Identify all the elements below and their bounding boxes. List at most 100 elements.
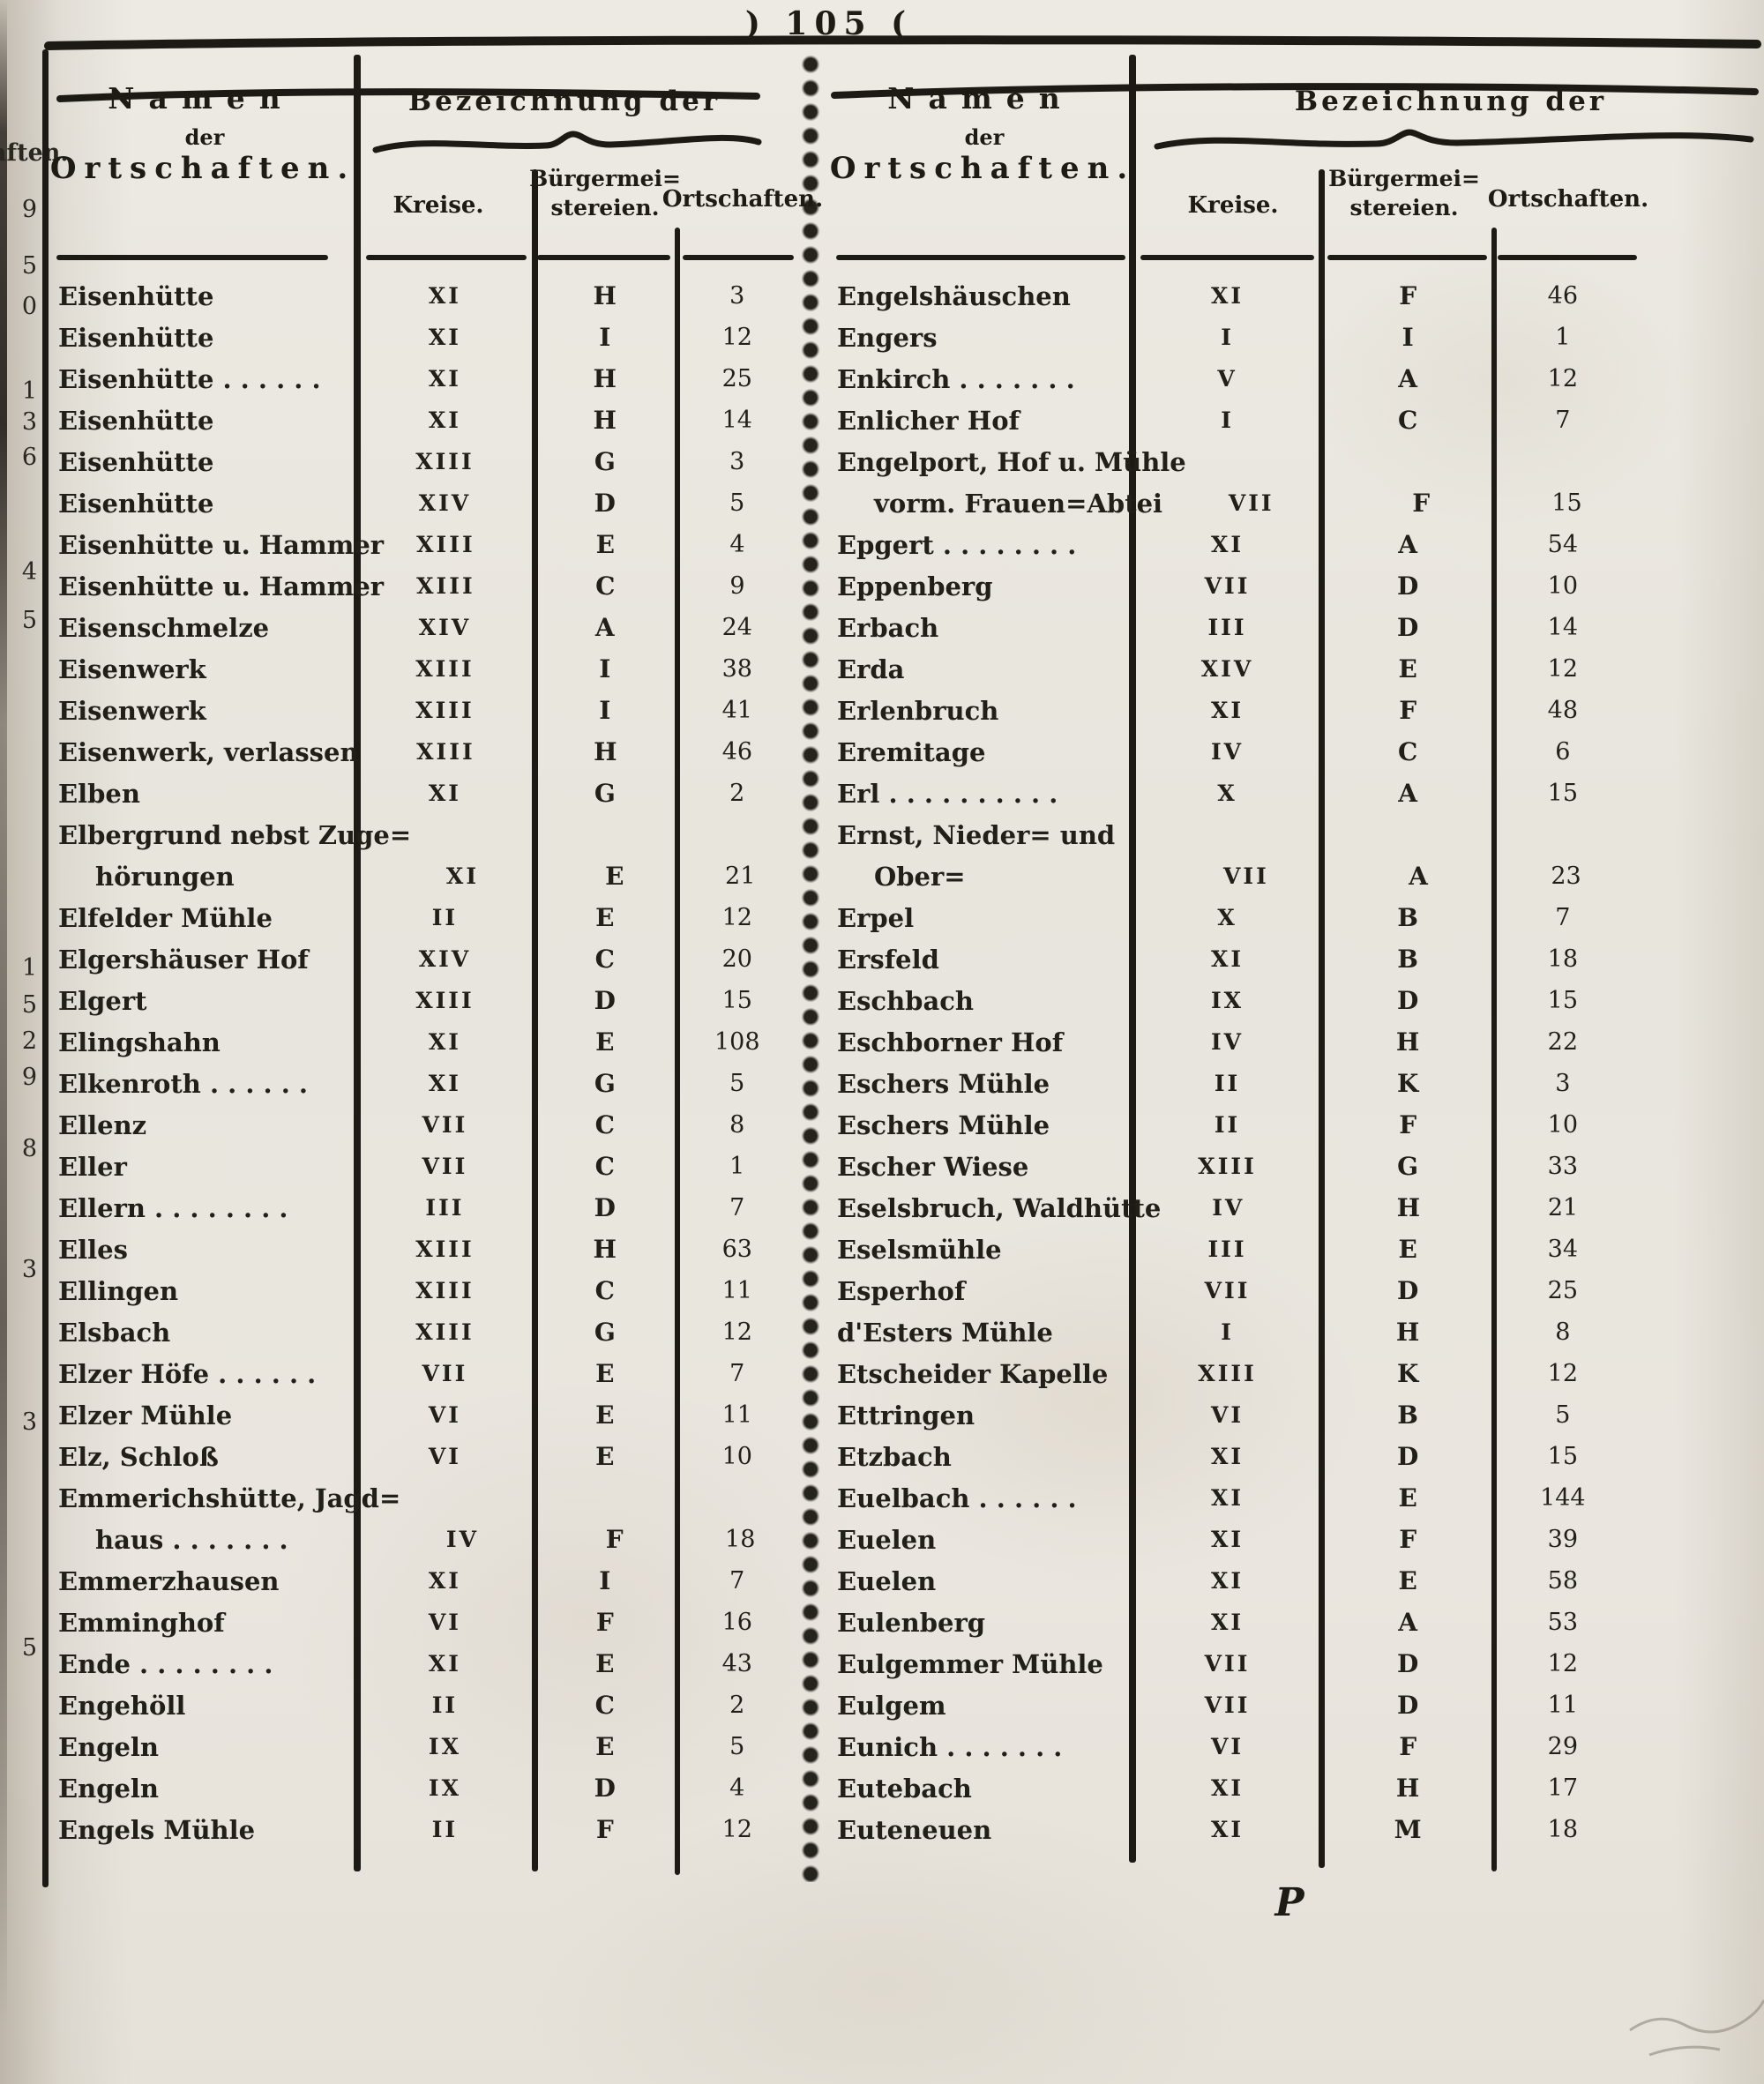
kreis-value: XI <box>1210 1568 1245 1594</box>
ortschaften-count: 5 <box>729 489 745 517</box>
ortschaften-count: 5 <box>1555 1401 1571 1429</box>
ortschaften-count: 1 <box>729 1153 745 1180</box>
buergermeisterei-value: H <box>593 1235 617 1264</box>
kreis-value: II <box>431 905 459 930</box>
table-row: Esperhof VII D 25 <box>833 1270 1632 1311</box>
ortschaften-count: 21 <box>1547 1194 1579 1221</box>
buergermeisterei-value: E <box>595 1359 615 1388</box>
buergermeisterei-value: E <box>595 1649 615 1678</box>
buergermeisterei-value: D <box>1396 571 1419 601</box>
table-row: Eisenwerk XIII I 38 <box>55 648 798 690</box>
left-table-body: Eisenhütte XI H 3 Eisenhütte XI I 12 Eisenhütte … <box>55 275 798 1850</box>
place-name: d'Esters Mühle <box>837 1317 1053 1348</box>
signature-mark: P <box>1274 1880 1304 1925</box>
table-row: Eisenhütte . . . . . . XI H 25 <box>55 358 798 400</box>
buergermeisterei-value: G <box>594 1069 616 1098</box>
kreis-value: VI <box>1210 1402 1245 1428</box>
table-row: Erda XIV E 12 <box>833 648 1632 690</box>
buergermeisterei-value: D <box>1396 1649 1419 1678</box>
buergermeisterei-value: E <box>1398 1235 1417 1264</box>
kreis-value: II <box>431 1692 459 1718</box>
kreis-value: XI <box>428 283 461 309</box>
kreis-value: XI <box>1210 698 1245 723</box>
table-row: Eremitage IV C 6 <box>833 731 1632 773</box>
table-row: Elsbach XIII G 12 <box>55 1311 798 1353</box>
left-kreise-bm-rule <box>532 169 538 1871</box>
buergermeisterei-value: H <box>593 281 617 310</box>
place-name: Etzbach <box>837 1441 952 1472</box>
ortschaften-count: 15 <box>1547 987 1579 1014</box>
kreis-value: XI <box>1210 283 1245 309</box>
buergermeisterei-value: E <box>1398 1566 1417 1595</box>
table-row: Ersfeld XI B 18 <box>833 938 1632 980</box>
place-name: Eppenberg <box>837 571 993 601</box>
kreis-value: XIII <box>415 698 475 723</box>
kreis-value: V <box>1217 366 1237 392</box>
left-ort-underline <box>683 255 794 260</box>
buergermeisterei-value: K <box>1396 1069 1419 1098</box>
kreis-value: IV <box>1210 1029 1245 1055</box>
buergermeisterei-value: H <box>1396 1193 1421 1222</box>
gutter-digit: 3 <box>21 1408 37 1436</box>
gutter-digit: 1 <box>21 377 37 405</box>
table-row: Eisenhütte XIII G 3 <box>55 441 798 482</box>
buergermeisterei-value: E <box>1398 654 1417 683</box>
table-row: Ellingen XIII C 11 <box>55 1270 798 1311</box>
ortschaften-count: 7 <box>729 1567 745 1595</box>
place-name: Ersfeld <box>837 944 939 975</box>
kreis-value: XI <box>428 1568 461 1594</box>
ortschaften-count: 54 <box>1547 531 1579 558</box>
gutter-digit: 8 <box>21 1135 37 1162</box>
place-name: Eisenhütte <box>58 405 214 436</box>
buergermeisterei-value: G <box>1397 1152 1419 1181</box>
table-row: Elzer Mühle VI E 11 <box>55 1394 798 1436</box>
table-row: haus . . . . . . . IV F 18 <box>55 1519 798 1560</box>
table-row: Eschborner Hof IV H 22 <box>833 1021 1632 1063</box>
place-name: Erbach <box>837 612 939 643</box>
place-name: vorm. Frauen=Abtei <box>874 488 1163 519</box>
place-name: hörungen <box>95 861 235 892</box>
ortschaften-count: 33 <box>1547 1153 1579 1180</box>
buergermeisterei-value: C <box>594 1691 615 1720</box>
table-row: Elgershäuser Hof XIV C 20 <box>55 938 798 980</box>
kreis-value: IV <box>1212 1195 1245 1221</box>
table-row: Epgert . . . . . . . . XI A 54 <box>833 524 1632 565</box>
ortschaften-count: 53 <box>1547 1609 1579 1636</box>
buergermeisterei-value: E <box>595 1732 615 1761</box>
ortschaften-count: 11 <box>721 1401 752 1429</box>
ortschaften-count: 8 <box>729 1111 745 1139</box>
gutter-digit: 5 <box>21 1634 37 1662</box>
buergermeisterei-value: E <box>595 530 615 559</box>
table-row: Erbach III D 14 <box>833 607 1632 648</box>
place-name: Elingshahn <box>58 1027 220 1057</box>
kreis-value: XI <box>428 407 461 433</box>
place-name: Eutebach <box>837 1773 972 1804</box>
ortschaften-count: 6 <box>1555 738 1571 766</box>
kreis-value: VII <box>422 1154 468 1179</box>
buergermeisterei-value: F <box>1399 281 1417 310</box>
place-name: Erl . . . . . . . . . . <box>837 778 1058 809</box>
kreis-value: XIII <box>415 1278 475 1303</box>
buergermeisterei-value: H <box>593 406 617 435</box>
place-name: Euelbach . . . . . . <box>837 1483 1077 1513</box>
ortschaften-count: 9 <box>729 572 745 600</box>
kreis-value: XIII <box>416 532 475 557</box>
buergermeisterei-value: A <box>1398 1608 1417 1637</box>
place-name: Eisenhütte u. Hammer <box>58 571 385 601</box>
place-name: Eulgemmer Mühle <box>837 1648 1103 1679</box>
buergermeisterei-value: I <box>599 654 611 683</box>
kreis-value: XI <box>428 366 461 392</box>
right-kreise-bm-rule <box>1319 169 1325 1868</box>
place-name: Euelen <box>837 1565 937 1596</box>
ortschaften-count: 25 <box>721 365 752 392</box>
right-kreise-underline <box>1140 255 1314 260</box>
ortschaften-count: 11 <box>1547 1692 1579 1719</box>
gutter-digit: 0 <box>21 293 37 320</box>
ortschaften-count: 41 <box>721 697 752 724</box>
place-name: Engels Mühle <box>58 1814 256 1845</box>
ortschaften-count: 2 <box>729 1692 745 1719</box>
kreis-value: VII <box>422 1112 468 1138</box>
table-row: Elzer Höfe . . . . . . VII E 7 <box>55 1353 798 1394</box>
place-name: Epgert . . . . . . . . <box>837 529 1077 560</box>
